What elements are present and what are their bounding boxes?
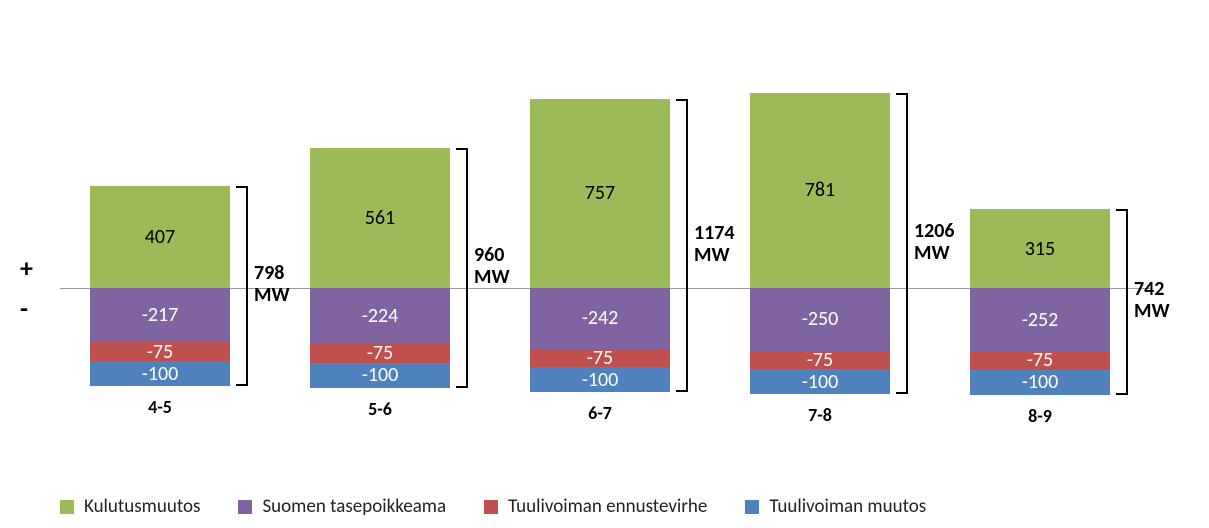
axis-plus-sign: + bbox=[20, 252, 33, 284]
bar-group: 561-224-75-100960MW5-6 bbox=[310, 20, 450, 450]
legend-label: Kulutusmuutos bbox=[84, 495, 200, 518]
bar-segment-muutos: -100 bbox=[310, 363, 450, 388]
total-label: 1174MW bbox=[694, 222, 735, 266]
bar-group: 757-242-75-1001174MW6-7 bbox=[530, 20, 670, 450]
total-bracket bbox=[676, 99, 688, 393]
total-value: 798 bbox=[254, 262, 290, 284]
legend-label: Tuulivoiman ennustevirhe bbox=[508, 495, 707, 518]
legend-swatch bbox=[745, 500, 759, 514]
total-unit: MW bbox=[1134, 300, 1170, 322]
bar-segment-tasepoikkeama: -252 bbox=[970, 288, 1110, 351]
bar-segment-ennustevirhe: -75 bbox=[90, 342, 230, 361]
bar-segment-kulutusmuutos: 315 bbox=[970, 209, 1110, 288]
legend-item-muutos: Tuulivoiman muutos bbox=[745, 495, 926, 518]
legend-swatch bbox=[484, 500, 498, 514]
total-bracket bbox=[236, 186, 248, 386]
bar-segment-muutos: -100 bbox=[750, 369, 890, 394]
legend: Kulutusmuutos Suomen tasepoikkeama Tuulivo… bbox=[60, 495, 1150, 518]
total-value: 1206 bbox=[914, 220, 955, 242]
x-axis-label: 8-9 bbox=[970, 405, 1110, 427]
bar-segment-kulutusmuutos: 781 bbox=[750, 93, 890, 288]
total-unit: MW bbox=[474, 266, 510, 288]
bar-segment-tasepoikkeama: -242 bbox=[530, 288, 670, 349]
legend-item-ennustevirhe: Tuulivoiman ennustevirhe bbox=[484, 495, 707, 518]
total-bracket bbox=[896, 93, 908, 395]
total-unit: MW bbox=[914, 242, 955, 264]
bar-segment-kulutusmuutos: 407 bbox=[90, 186, 230, 288]
bar-segment-kulutusmuutos: 757 bbox=[530, 99, 670, 288]
bar-segment-tasepoikkeama: -224 bbox=[310, 288, 450, 344]
legend-label: Suomen tasepoikkeama bbox=[262, 495, 446, 518]
total-label: 742MW bbox=[1134, 278, 1170, 322]
bar-segment-muutos: -100 bbox=[90, 361, 230, 386]
bar-group: 781-250-75-1001206MW7-8 bbox=[750, 20, 890, 450]
legend-label: Tuulivoiman muutos bbox=[769, 495, 926, 518]
legend-item-tasepoikkeama: Suomen tasepoikkeama bbox=[238, 495, 446, 518]
x-axis-label: 6-7 bbox=[530, 402, 670, 424]
bar-segment-muutos: -100 bbox=[970, 370, 1110, 395]
total-label: 1206MW bbox=[914, 220, 955, 264]
bar-segment-ennustevirhe: -75 bbox=[530, 349, 670, 368]
legend-swatch bbox=[60, 500, 74, 514]
total-unit: MW bbox=[254, 284, 290, 306]
x-axis-label: 5-6 bbox=[310, 398, 450, 420]
bar-segment-kulutusmuutos: 561 bbox=[310, 148, 450, 288]
total-bracket bbox=[1116, 209, 1128, 395]
stacked-diverging-bar-chart: +-407-217-75-100798MW4-5561-224-75-10096… bbox=[0, 0, 1209, 528]
x-axis-label: 4-5 bbox=[90, 396, 230, 418]
bar-segment-muutos: -100 bbox=[530, 367, 670, 392]
axis-minus-sign: - bbox=[20, 292, 28, 324]
total-value: 742 bbox=[1134, 278, 1170, 300]
bar-segment-ennustevirhe: -75 bbox=[310, 344, 450, 363]
bar-segment-ennustevirhe: -75 bbox=[970, 351, 1110, 370]
total-value: 960 bbox=[474, 244, 510, 266]
plot-area: +-407-217-75-100798MW4-5561-224-75-10096… bbox=[60, 20, 1150, 450]
total-label: 960MW bbox=[474, 244, 510, 288]
x-axis-label: 7-8 bbox=[750, 404, 890, 426]
total-bracket bbox=[456, 148, 468, 388]
bar-segment-tasepoikkeama: -250 bbox=[750, 288, 890, 351]
bar-segment-tasepoikkeama: -217 bbox=[90, 288, 230, 342]
legend-item-kulutusmuutos: Kulutusmuutos bbox=[60, 495, 200, 518]
bar-group: 315-252-75-100742MW8-9 bbox=[970, 20, 1110, 450]
total-unit: MW bbox=[694, 244, 735, 266]
total-value: 1174 bbox=[694, 222, 735, 244]
bar-group: 407-217-75-100798MW4-5 bbox=[90, 20, 230, 450]
bar-segment-ennustevirhe: -75 bbox=[750, 351, 890, 370]
legend-swatch bbox=[238, 500, 252, 514]
total-label: 798MW bbox=[254, 262, 290, 306]
